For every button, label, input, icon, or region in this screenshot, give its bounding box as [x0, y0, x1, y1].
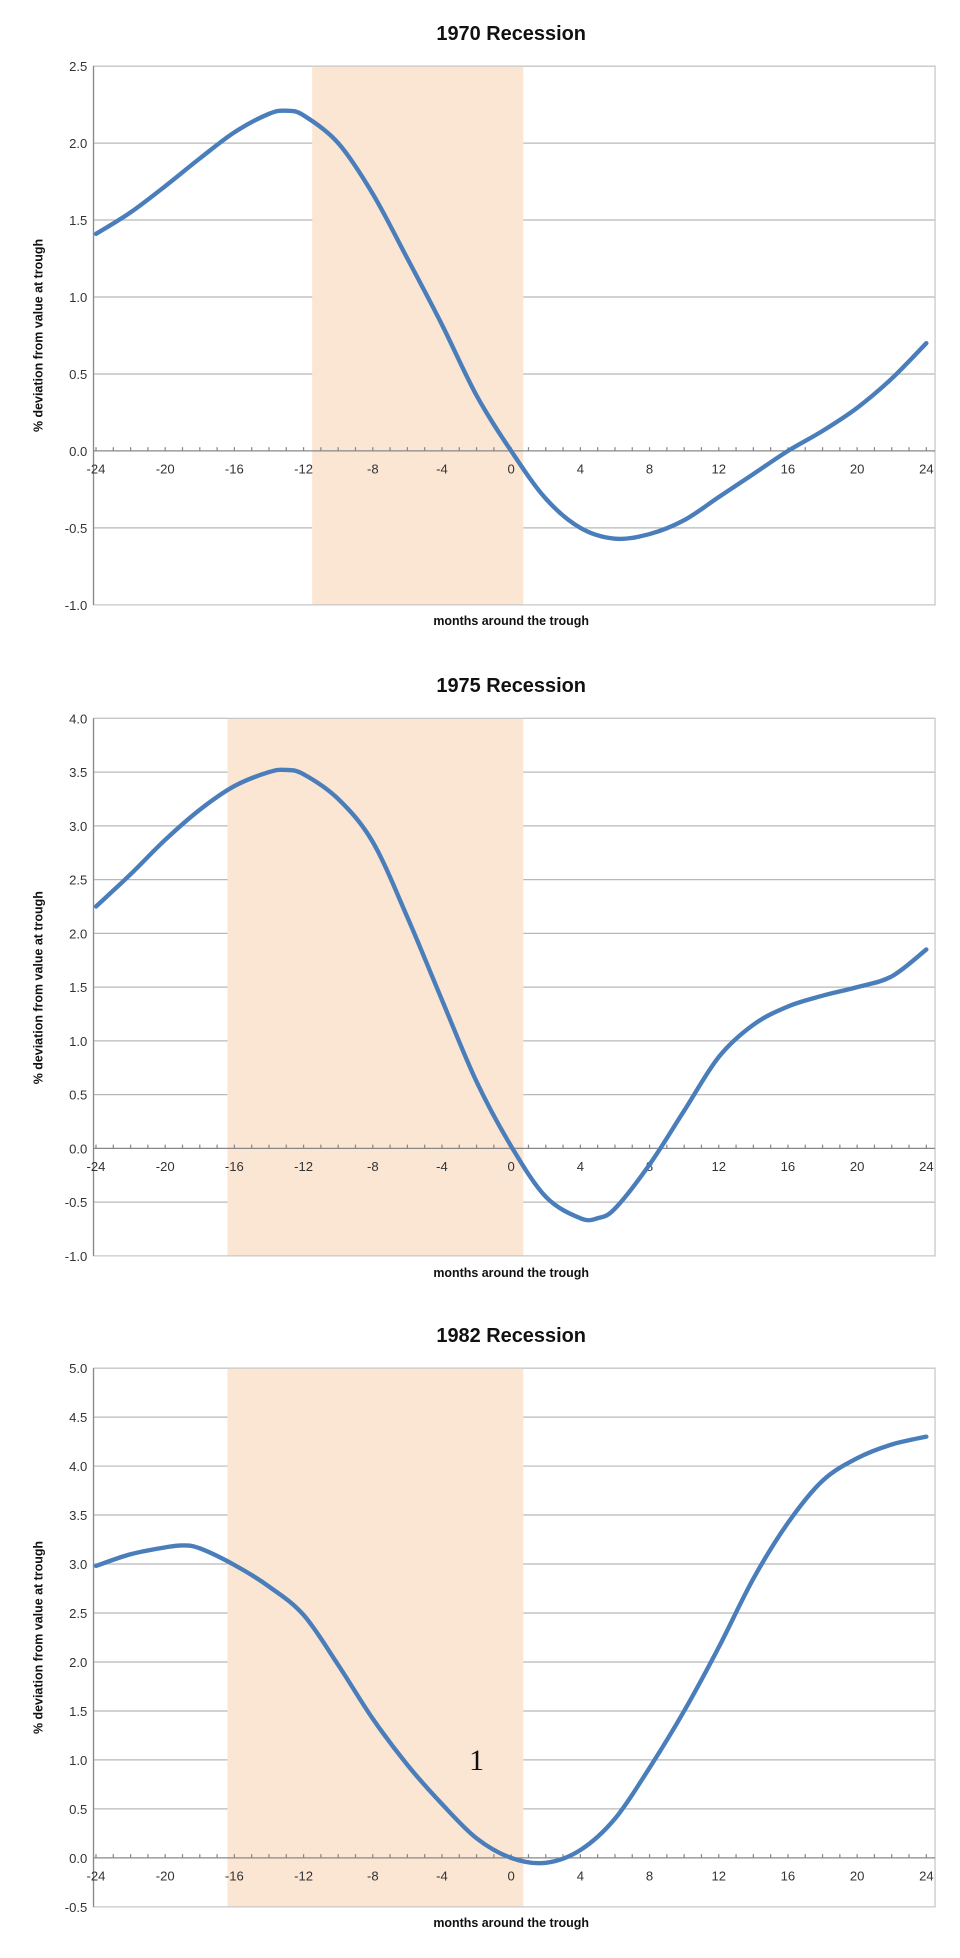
y-tick-label: 0.5 [69, 367, 87, 382]
x-tick-label: -12 [294, 461, 313, 476]
x-tick-label: -12 [294, 1159, 313, 1174]
recession-shade [227, 718, 524, 1256]
y-tick-label: 2.0 [69, 1655, 87, 1670]
y-tick-label: 1.5 [69, 980, 87, 995]
x-tick-label: -24 [87, 1159, 106, 1174]
x-tick-label: -20 [156, 1159, 175, 1174]
x-tick-label: 8 [646, 1868, 653, 1883]
x-tick-label: -24 [87, 461, 106, 476]
x-tick-label: -20 [156, 461, 175, 476]
x-tick-label: 24 [919, 1868, 934, 1883]
y-tick-label: 3.0 [69, 1557, 87, 1572]
y-tick-label: 2.0 [69, 136, 87, 151]
x-tick-label: 24 [919, 461, 934, 476]
x-tick-label: 20 [850, 1159, 865, 1174]
y-tick-label: 0.0 [69, 1851, 87, 1866]
x-tick-label: -4 [436, 1868, 448, 1883]
x-tick-label: 4 [577, 1868, 584, 1883]
y-tick-label: 1.5 [69, 1704, 87, 1719]
chart-title: 1970 Recession [436, 23, 586, 45]
y-axis-label: % deviation from value at trough [31, 239, 45, 432]
y-tick-label: 2.5 [69, 1606, 87, 1621]
y-tick-label: 1.0 [69, 1034, 87, 1049]
chart-1970-recession: -1.0 -0.5 0.0 0.5 1.0 1.5 2.0 2.5 -24 -20 -16 -12 -8… [31, 23, 936, 628]
chart-title: 1975 Recession [436, 675, 586, 697]
y-tick-label: -1.0 [65, 1249, 88, 1264]
x-tick-label: -12 [294, 1868, 313, 1883]
y-tick-label: -0.5 [65, 1195, 88, 1210]
y-tick-label: -1.0 [65, 598, 88, 613]
y-tick-label: 4.5 [69, 1410, 87, 1425]
x-tick-label: 12 [711, 1868, 726, 1883]
x-axis-label: months around the trough [433, 1916, 589, 1930]
x-tick-label: 20 [850, 1868, 865, 1883]
series-line [93, 1434, 929, 1866]
x-tick-label: -8 [367, 1159, 379, 1174]
chart-title: 1982 Recession [436, 1325, 586, 1347]
x-axis-label: months around the trough [433, 1266, 589, 1280]
x-tick-label: -16 [225, 1868, 244, 1883]
y-tick-label: -0.5 [65, 1900, 88, 1915]
x-tick-label: -16 [225, 461, 244, 476]
x-tick-label: 16 [781, 1159, 796, 1174]
y-tick-label: 2.5 [69, 873, 87, 888]
x-tick-label: 4 [577, 1159, 584, 1174]
x-tick-label: 8 [646, 461, 653, 476]
y-tick-label: 2.5 [69, 59, 87, 74]
y-axis-label: % deviation from value at trough [31, 891, 45, 1084]
y-tick-label: 0.0 [69, 1141, 87, 1156]
x-tick-label: -8 [367, 461, 379, 476]
y-tick-label: 4.0 [69, 711, 87, 726]
y-tick-label: 0.5 [69, 1802, 87, 1817]
x-tick-label: 20 [850, 461, 865, 476]
x-axis-label: months around the trough [433, 614, 589, 628]
x-tick-label: 12 [711, 1159, 726, 1174]
x-tick-label: 16 [781, 461, 796, 476]
x-tick-label: 0 [508, 1159, 515, 1174]
chart-1975-recession: -1.0 -0.5 0.0 0.5 1.0 1.5 2.0 2.5 3.0 3.5 4.0 -24 -2… [31, 675, 936, 1280]
y-tick-label: 0.5 [69, 1088, 87, 1103]
x-tick-label: -24 [87, 1868, 106, 1883]
x-tick-label: 0 [508, 461, 515, 476]
x-tick-label: 4 [577, 461, 584, 476]
recession-shade [227, 1368, 524, 1907]
y-tick-label: -0.5 [65, 521, 88, 536]
x-tick-label: -4 [436, 461, 448, 476]
chart-1982-recession: -0.5 0.0 0.5 1.0 1.5 2.0 2.5 3.0 3.5 4.0 4.5 5.0 -24… [31, 1325, 936, 1930]
x-tick-label: -16 [225, 1159, 244, 1174]
x-tick-label: 16 [781, 1868, 796, 1883]
y-tick-label: 0.0 [69, 444, 87, 459]
annotation-label: 1 [469, 1744, 484, 1777]
x-tick-label: -8 [367, 1868, 379, 1883]
y-tick-label: 3.5 [69, 1508, 87, 1523]
x-tick-label: -20 [156, 1868, 175, 1883]
x-tick-label: 0 [508, 1868, 515, 1883]
y-tick-label: 1.5 [69, 213, 87, 228]
y-tick-label: 1.0 [69, 1753, 87, 1768]
y-tick-label: 2.0 [69, 926, 87, 941]
x-tick-label: -4 [436, 1159, 448, 1174]
y-axis-label: % deviation from value at trough [31, 1541, 45, 1734]
y-tick-label: 3.0 [69, 819, 87, 834]
x-tick-label: 24 [919, 1159, 934, 1174]
y-tick-label: 4.0 [69, 1459, 87, 1474]
series-line [93, 108, 929, 542]
y-tick-label: 5.0 [69, 1361, 87, 1376]
x-tick-label: 12 [711, 461, 726, 476]
series-line [93, 767, 929, 1223]
y-tick-label: 3.5 [69, 765, 87, 780]
y-tick-label: 1.0 [69, 290, 87, 305]
